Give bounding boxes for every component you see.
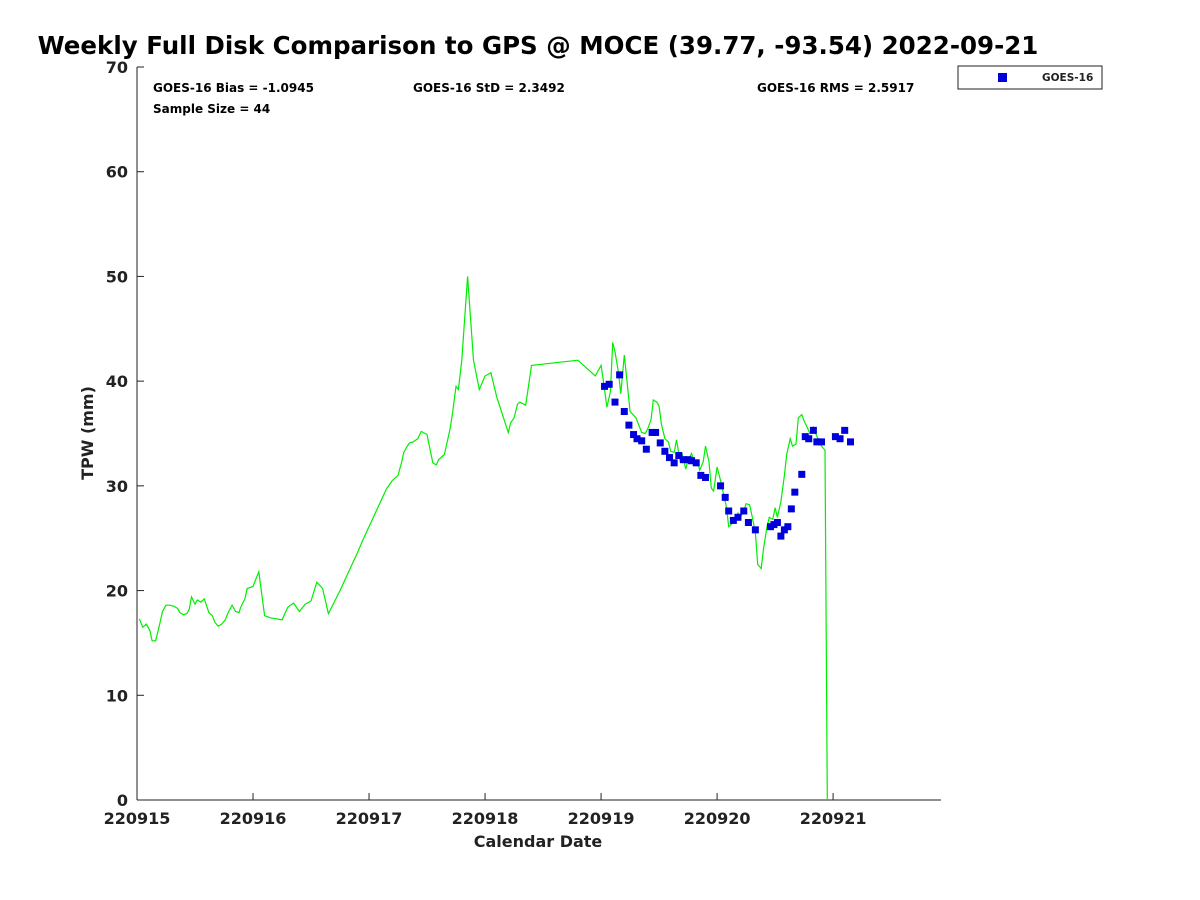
stat-sample-size: Sample Size = 44 <box>153 102 270 116</box>
x-tick-label: 220917 <box>336 809 403 828</box>
goes16-point <box>744 519 752 527</box>
goes16-point <box>656 439 664 447</box>
x-tick-label: 220915 <box>104 809 171 828</box>
goes16-point <box>642 445 650 453</box>
goes16-point <box>841 426 849 434</box>
goes16-point <box>787 505 795 513</box>
y-tick-label: 30 <box>106 477 128 496</box>
y-tick-label: 60 <box>106 163 128 182</box>
stat-std: GOES-16 StD = 2.3492 <box>413 81 565 95</box>
y-axis-label: TPW (mm) <box>78 386 97 480</box>
goes16-point <box>697 471 705 479</box>
legend: GOES-16 <box>957 65 1103 90</box>
goes16-point <box>791 488 799 496</box>
y-tick-label: 70 <box>106 58 128 77</box>
goes16-point <box>818 438 826 446</box>
goes16-point <box>798 470 806 478</box>
stat-rms: GOES-16 RMS = 2.5917 <box>757 81 914 95</box>
goes16-point <box>721 493 729 501</box>
goes16-point <box>701 473 709 481</box>
y-tick-label: 10 <box>106 686 128 705</box>
goes16-point <box>725 507 733 515</box>
goes16-point <box>661 447 669 455</box>
goes16-point <box>717 482 725 490</box>
goes16-point <box>611 398 619 406</box>
stat-bias: GOES-16 Bias = -1.0945 <box>153 81 314 95</box>
goes16-point <box>836 435 844 443</box>
y-tick-label: 40 <box>106 372 128 391</box>
goes16-point <box>675 451 683 459</box>
goes16-point <box>729 516 737 524</box>
x-axis-label: Calendar Date <box>474 832 603 851</box>
x-ticks: 220915 220916 220917 220918 220919 220920 2209… <box>104 793 867 828</box>
goes16-point <box>773 519 781 527</box>
x-tick-label: 220920 <box>684 809 751 828</box>
legend-marker-goes16 <box>998 73 1007 82</box>
legend-box <box>957 65 1103 90</box>
goes16-point <box>616 371 624 379</box>
x-tick-label: 220919 <box>568 809 635 828</box>
goes16-series-points <box>601 371 855 540</box>
goes16-point <box>831 433 839 441</box>
goes16-point <box>847 438 855 446</box>
goes16-point <box>670 459 678 467</box>
x-tick-label: 220918 <box>452 809 519 828</box>
goes16-point <box>740 507 748 515</box>
goes16-point <box>601 382 609 390</box>
goes16-point <box>751 526 759 534</box>
goes16-point <box>638 437 646 445</box>
y-ticks: 0 10 20 30 40 50 60 70 <box>106 58 144 810</box>
x-tick-label: 220916 <box>220 809 287 828</box>
y-tick-label: 20 <box>106 582 128 601</box>
chart-title: Weekly Full Disk Comparison to GPS @ MOC… <box>38 31 1039 60</box>
goes16-point <box>692 459 700 467</box>
goes16-point <box>625 421 633 429</box>
goes16-point <box>809 426 817 434</box>
goes16-point <box>813 438 821 446</box>
goes16-point <box>633 435 641 443</box>
x-tick-label: 220921 <box>800 809 867 828</box>
y-tick-label: 50 <box>106 267 128 286</box>
legend-label-goes16: GOES-16 <box>1042 72 1093 84</box>
goes16-point <box>605 380 613 388</box>
goes16-point <box>734 513 742 521</box>
goes16-point <box>679 456 687 464</box>
goes16-point <box>666 454 674 462</box>
y-tick-label: 0 <box>117 791 128 810</box>
gps-series-line <box>138 276 828 801</box>
goes16-point <box>620 408 628 416</box>
goes16-point <box>652 428 660 436</box>
goes16-point <box>630 431 638 439</box>
goes16-point <box>784 523 792 531</box>
goes16-point <box>805 435 813 443</box>
goes16-point <box>688 457 696 465</box>
goes16-point <box>777 532 785 540</box>
